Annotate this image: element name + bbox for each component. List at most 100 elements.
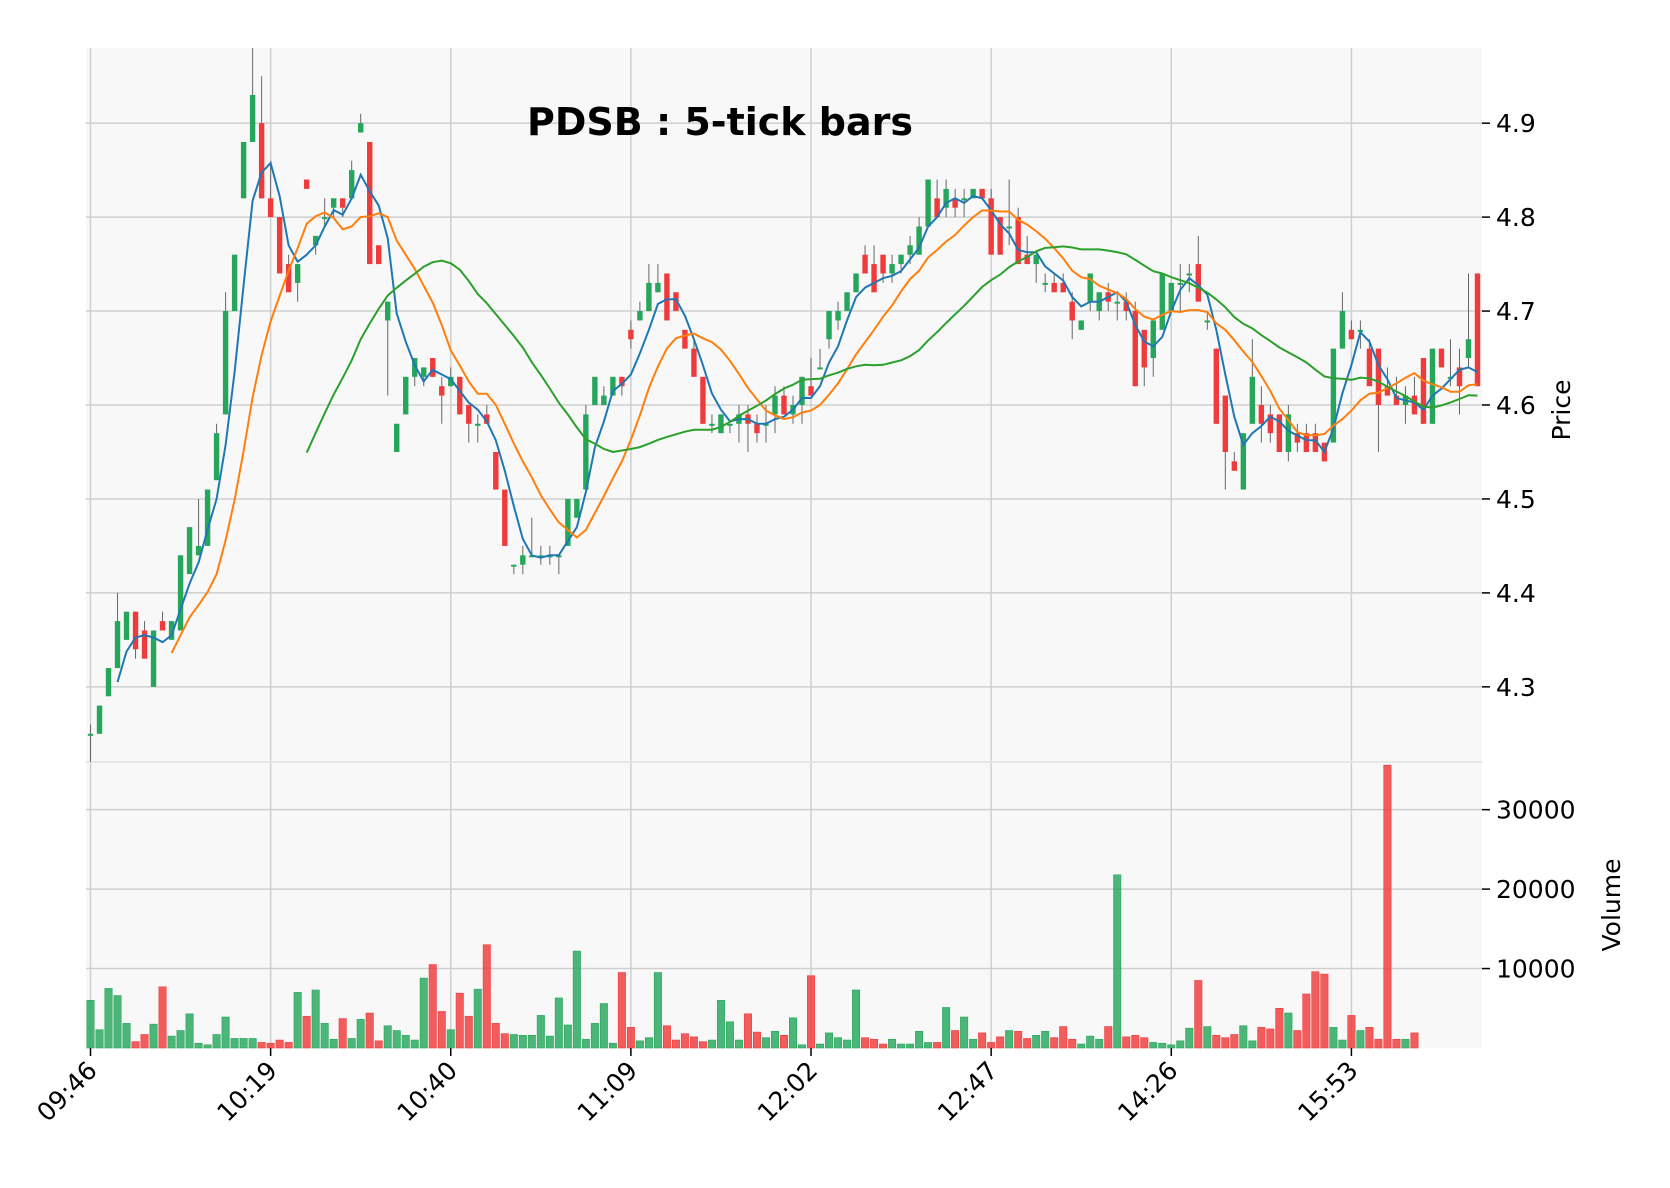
volume-bar	[780, 1034, 788, 1049]
candle-body	[1384, 386, 1391, 396]
candle-body	[682, 329, 688, 349]
candle-body	[87, 733, 94, 736]
volume-bar	[743, 1013, 752, 1049]
volume-bar	[194, 1042, 203, 1049]
volume-axis-label: Volume	[1597, 859, 1626, 952]
candle-body	[835, 311, 841, 321]
volume-bar	[437, 1011, 446, 1049]
candle-body	[114, 621, 121, 669]
volume-bar	[861, 1037, 870, 1049]
candle-body	[213, 433, 220, 481]
volume-bar	[446, 1029, 455, 1049]
volume-bar	[1356, 1030, 1365, 1049]
volume-bar	[302, 1015, 311, 1049]
candle-body	[484, 414, 490, 424]
volume-bar	[1131, 1034, 1140, 1049]
candle-body	[1438, 348, 1445, 368]
candle-body	[1213, 348, 1220, 424]
candle-body	[1015, 217, 1021, 265]
candle-body	[412, 358, 418, 377]
candle-body	[664, 273, 670, 321]
candle-body	[1375, 348, 1382, 405]
candle-body	[1303, 433, 1310, 452]
candle-body	[565, 498, 571, 546]
volume-bar	[1347, 1015, 1356, 1049]
volume-bar	[1221, 1037, 1230, 1049]
volume-bar	[924, 1042, 933, 1049]
candle-body	[132, 611, 139, 650]
volume-bar	[239, 1038, 248, 1049]
volume-bar	[491, 1023, 500, 1049]
candle-body	[538, 555, 544, 558]
candle-body	[1069, 301, 1075, 321]
candle-body	[1456, 367, 1463, 387]
volume-bar	[1275, 1007, 1284, 1049]
price-tick-label: 4.4	[1496, 579, 1536, 608]
candle-body	[168, 621, 175, 640]
volume-bar	[1041, 1031, 1050, 1049]
volume-bar	[843, 1039, 852, 1049]
volume-bar	[482, 944, 491, 1049]
volume-bar	[572, 950, 581, 1049]
volume-bar	[527, 1034, 536, 1049]
volume-bars	[86, 764, 1419, 1049]
candle-body	[367, 141, 373, 265]
volume-bar	[1086, 1035, 1095, 1049]
volume-bar	[1077, 1043, 1086, 1049]
candle-body	[520, 555, 526, 565]
volume-bar	[1185, 1027, 1194, 1049]
volume-bar	[473, 988, 482, 1049]
volume-bar	[140, 1034, 149, 1049]
candle-body	[1267, 414, 1274, 434]
candle-body	[727, 423, 733, 426]
volume-bar	[996, 1036, 1005, 1049]
volume-bar	[1167, 1044, 1176, 1049]
volume-bar	[761, 1037, 770, 1049]
candle-body	[1420, 358, 1427, 424]
volume-bar	[563, 1024, 572, 1049]
volume-bar	[725, 1021, 734, 1049]
candle-body	[628, 329, 634, 340]
moving-average-line	[116, 161, 1478, 683]
volume-bar	[789, 1017, 797, 1049]
candle-body	[204, 489, 211, 546]
volume-bar	[689, 1036, 698, 1049]
volume-bar	[906, 1043, 915, 1049]
candle-body	[952, 198, 958, 208]
volume-bar	[95, 1029, 104, 1049]
volume-bar	[185, 1013, 194, 1049]
candle-body	[1132, 311, 1138, 387]
candle-body	[808, 386, 814, 396]
candle-body	[862, 254, 868, 274]
volume-bar	[545, 1035, 554, 1049]
candle-body	[493, 451, 499, 490]
volume-bar	[1176, 1040, 1185, 1049]
price-tick-labels: 4.3 4.4 4.5 4.6 4.7 4.8 4.9	[1482, 109, 1536, 702]
candle-body	[457, 376, 463, 415]
candle-body	[159, 621, 166, 631]
volume-bar	[554, 997, 563, 1049]
volume-bar	[825, 1032, 834, 1049]
candle-body	[312, 235, 319, 246]
candle-body	[1087, 273, 1093, 302]
candle-body	[655, 282, 661, 293]
volume-bar	[942, 1007, 951, 1049]
candle-body	[1168, 282, 1174, 312]
volume-bar	[644, 1037, 653, 1049]
candle-body	[403, 376, 409, 415]
candle-body	[925, 179, 931, 227]
candle-body	[1114, 301, 1120, 304]
volume-bar	[419, 977, 428, 1049]
moving-average-line	[305, 245, 1478, 454]
candle-body	[637, 311, 643, 321]
candle-body	[1348, 329, 1355, 340]
volume-bar	[852, 989, 861, 1049]
volume-bar	[383, 1025, 392, 1049]
candle-body	[646, 282, 652, 312]
candle-body	[321, 217, 328, 220]
candle-body	[1150, 320, 1156, 359]
candle-body	[799, 376, 805, 405]
candle-body	[826, 311, 832, 340]
candle-body	[1060, 282, 1066, 293]
candle-body	[222, 311, 229, 415]
